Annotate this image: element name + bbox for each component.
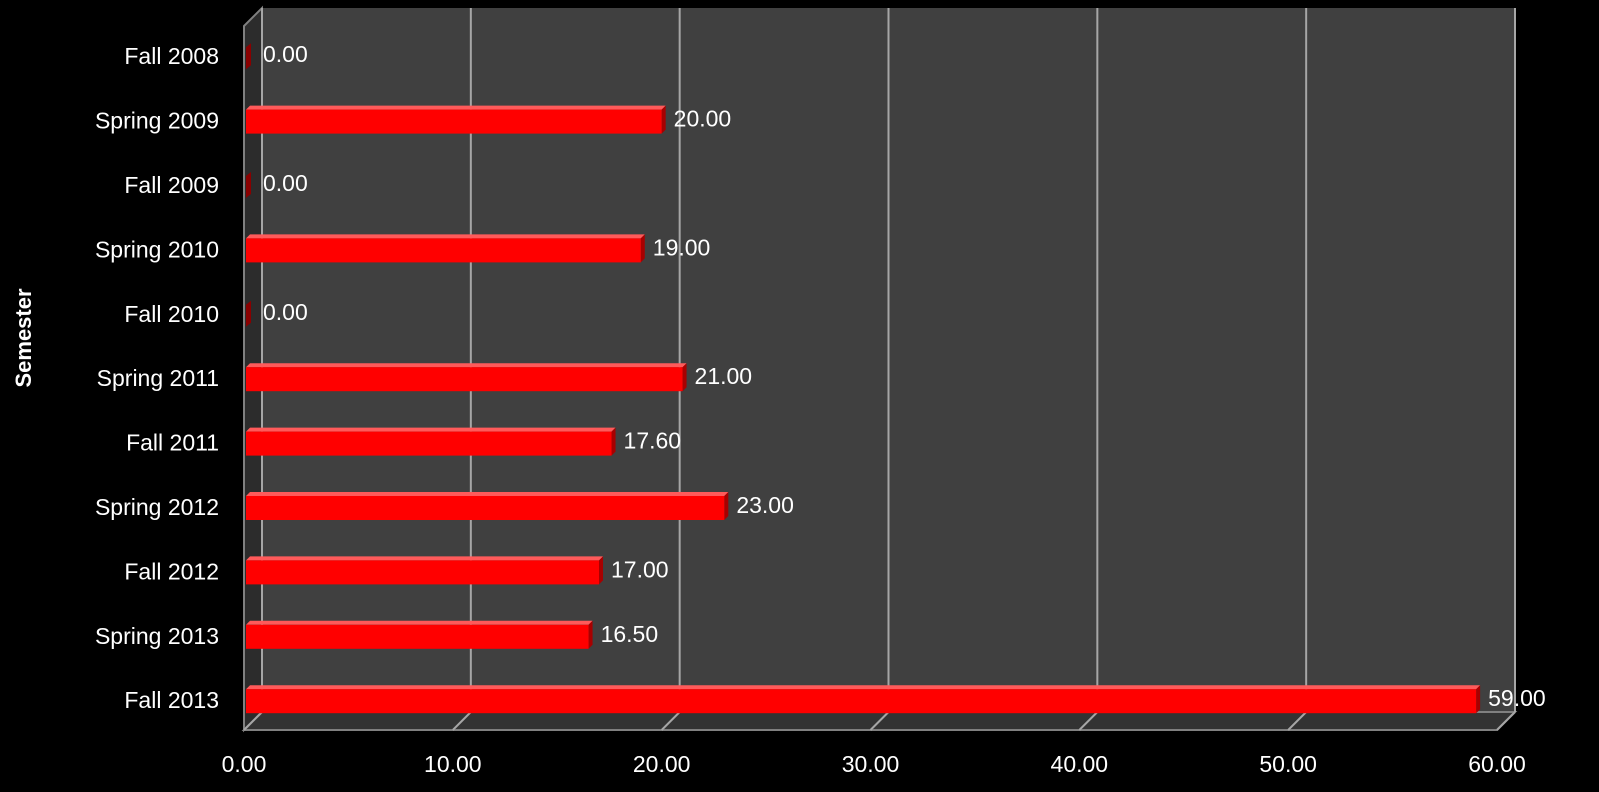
bar-top-face bbox=[246, 363, 687, 368]
floor-gridline bbox=[1078, 711, 1099, 731]
floor-gridline bbox=[243, 711, 263, 731]
bar-series bbox=[246, 43, 1481, 714]
tick-label: 0.00 bbox=[222, 751, 267, 777]
bar-side-face bbox=[640, 234, 645, 263]
data-label: 0.00 bbox=[263, 299, 308, 325]
category-label: Fall 2010 bbox=[124, 301, 219, 327]
data-label: 19.00 bbox=[653, 234, 711, 260]
bar-zero-sliver bbox=[246, 43, 251, 70]
bar bbox=[246, 620, 593, 649]
bar-side-face bbox=[682, 363, 687, 392]
tick-label: 40.00 bbox=[1051, 751, 1109, 777]
data-labels: 0.00 20.00 0.00 19.00 0.00 21.00 17.60 23.00 17.… bbox=[263, 41, 1546, 711]
data-label: 59.00 bbox=[1488, 685, 1546, 711]
tick-label: 20.00 bbox=[633, 751, 691, 777]
floor-gridline bbox=[1496, 711, 1516, 731]
bar-top-face bbox=[246, 620, 593, 625]
bar bbox=[246, 427, 616, 456]
floor-gridline bbox=[1287, 711, 1307, 731]
bar-front-face bbox=[246, 496, 725, 520]
bar bbox=[246, 234, 645, 263]
bar-top-face bbox=[246, 685, 1481, 690]
category-label: Fall 2008 bbox=[124, 43, 219, 69]
bar-front-face bbox=[246, 238, 641, 263]
tick-label: 30.00 bbox=[842, 751, 900, 777]
data-label: 17.00 bbox=[611, 556, 669, 582]
bar bbox=[246, 172, 251, 198]
category-label: Fall 2012 bbox=[124, 558, 219, 584]
y-axis-title: Semester bbox=[11, 288, 36, 388]
floor-gridline bbox=[869, 711, 890, 731]
bar-side-face bbox=[661, 105, 666, 134]
bar bbox=[246, 492, 729, 520]
bar-front-face bbox=[246, 560, 600, 585]
bar bbox=[246, 300, 251, 327]
data-label: 20.00 bbox=[674, 106, 732, 132]
bar bbox=[246, 363, 687, 392]
bar-side-face bbox=[724, 492, 729, 520]
bar-front-face bbox=[246, 367, 683, 392]
bar bbox=[246, 105, 666, 134]
data-label: 23.00 bbox=[736, 492, 794, 518]
bar bbox=[246, 685, 1481, 714]
bar-side-face bbox=[588, 620, 593, 649]
category-axis-labels: Fall 2008 Spring 2009 Fall 2009 Spring 2010… bbox=[95, 43, 219, 713]
bar-front-face bbox=[246, 109, 662, 134]
category-label: Fall 2011 bbox=[126, 430, 219, 456]
category-label: Spring 2012 bbox=[95, 494, 219, 520]
data-label: 21.00 bbox=[695, 363, 753, 389]
data-label: 16.50 bbox=[601, 621, 659, 647]
value-axis-ticks: 0.00 10.00 20.00 30.00 40.00 50.00 60.00 bbox=[222, 751, 1526, 777]
bar-front-face bbox=[246, 689, 1477, 714]
bar-top-face bbox=[246, 234, 645, 239]
bar bbox=[246, 556, 604, 585]
tick-label: 60.00 bbox=[1468, 751, 1526, 777]
bar-side-face bbox=[599, 556, 604, 585]
floor-gridline bbox=[660, 711, 681, 731]
category-label: Spring 2011 bbox=[97, 365, 219, 391]
category-label: Spring 2013 bbox=[95, 623, 219, 649]
bar-top-face bbox=[246, 492, 729, 496]
tick-label: 50.00 bbox=[1259, 751, 1317, 777]
bar-side-face bbox=[611, 427, 616, 456]
category-label: Spring 2010 bbox=[95, 236, 219, 262]
tick-label: 10.00 bbox=[424, 751, 482, 777]
category-label: Fall 2013 bbox=[124, 687, 219, 713]
data-label: 17.60 bbox=[624, 428, 682, 454]
data-label: 0.00 bbox=[263, 41, 308, 67]
bar-front-face bbox=[246, 624, 589, 649]
bar-top-face bbox=[246, 105, 666, 110]
category-label: Fall 2009 bbox=[124, 172, 219, 198]
floor-gridline bbox=[452, 711, 472, 731]
bar-side-face bbox=[1476, 685, 1481, 714]
bar-zero-sliver bbox=[246, 172, 251, 198]
bar-front-face bbox=[246, 431, 612, 456]
bar-zero-sliver bbox=[246, 300, 251, 327]
category-label: Spring 2009 bbox=[95, 108, 219, 134]
bar bbox=[246, 43, 251, 70]
bar-top-face bbox=[246, 556, 604, 561]
bar-top-face bbox=[246, 427, 616, 432]
data-label: 0.00 bbox=[263, 170, 308, 196]
